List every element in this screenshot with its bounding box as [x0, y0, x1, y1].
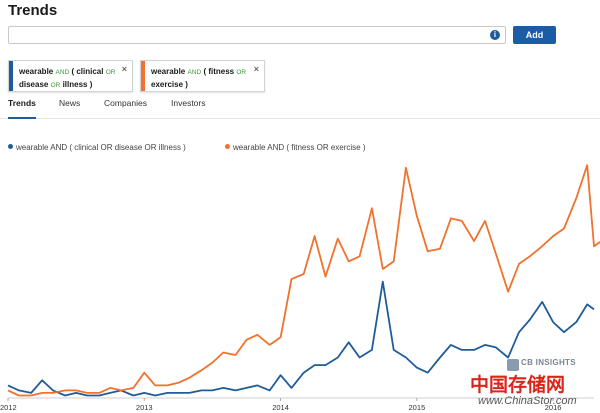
query-term: illness ): [62, 80, 93, 89]
query-term: wearable: [151, 67, 186, 76]
series-line-fitness: [7, 164, 600, 397]
search-box[interactable]: i: [8, 26, 506, 44]
legend-label: wearable AND ( fitness OR exercise ): [233, 143, 366, 152]
tab-bar: Trends News Companies Investors: [0, 96, 600, 119]
query-operator: OR: [105, 69, 116, 76]
watermark-brand: CB INSIGHTS: [521, 358, 576, 367]
legend-item-clinical[interactable]: wearable AND ( clinical OR disease OR il…: [8, 143, 186, 152]
add-button[interactable]: Add: [513, 26, 556, 44]
x-tick-label: 2013: [136, 403, 153, 412]
query-term: disease: [19, 80, 49, 89]
series-line-clinical: [7, 280, 595, 397]
watermark-site-cn: 中国存储网: [470, 374, 566, 396]
legend-dot-icon: [8, 144, 13, 149]
query-term: ( clinical: [71, 67, 104, 76]
legend-item-fitness[interactable]: wearable AND ( fitness OR exercise ): [225, 143, 366, 152]
query-operator: AND: [187, 69, 202, 76]
chip-close-icon[interactable]: ×: [121, 64, 127, 74]
x-tick-label: 2016: [545, 403, 562, 412]
tab-trends[interactable]: Trends: [8, 98, 36, 108]
chip-query-text: wearable AND ( clinical OR disease OR il…: [19, 66, 118, 92]
chip-color-bar: [141, 61, 145, 91]
chip-close-icon[interactable]: ×: [253, 64, 259, 74]
legend-dot-icon: [225, 144, 230, 149]
tab-investors[interactable]: Investors: [171, 98, 206, 108]
query-chip[interactable]: wearable AND ( fitness OR exercise ) ×: [140, 60, 265, 92]
query-operator: OR: [50, 82, 61, 89]
chip-query-text: wearable AND ( fitness OR exercise ): [151, 66, 250, 91]
info-icon[interactable]: i: [490, 30, 500, 40]
query-chip[interactable]: wearable AND ( clinical OR disease OR il…: [8, 60, 133, 92]
x-tick-label: 2014: [272, 403, 289, 412]
query-term: exercise ): [151, 80, 188, 89]
query-operator: OR: [236, 69, 247, 76]
active-tab-indicator: [8, 117, 36, 119]
search-input[interactable]: [12, 27, 482, 43]
legend-label: wearable AND ( clinical OR disease OR il…: [16, 143, 186, 152]
x-tick-label: 2012: [0, 403, 17, 412]
query-term: ( fitness: [203, 67, 235, 76]
x-tick-label: 2015: [408, 403, 425, 412]
cb-insights-logo-icon: [507, 359, 519, 371]
query-term: wearable: [19, 67, 54, 76]
tab-news[interactable]: News: [59, 98, 81, 108]
query-operator: AND: [55, 69, 70, 76]
chip-color-bar: [9, 61, 13, 91]
tab-companies[interactable]: Companies: [104, 98, 147, 108]
page-title: Trends: [8, 2, 58, 19]
watermark-site-url: www.ChinaStor.com: [478, 395, 577, 407]
